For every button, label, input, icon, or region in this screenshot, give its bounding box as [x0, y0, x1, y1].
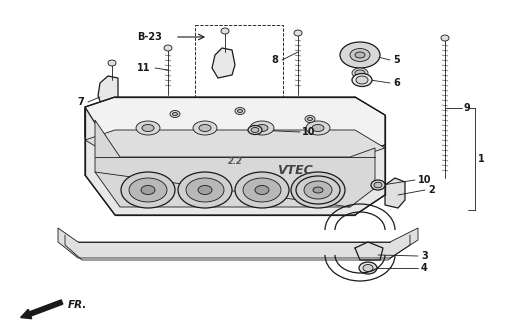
Ellipse shape [307, 117, 312, 121]
Ellipse shape [250, 121, 274, 135]
Ellipse shape [305, 116, 315, 123]
Ellipse shape [359, 262, 377, 274]
Ellipse shape [248, 125, 262, 134]
Ellipse shape [255, 186, 269, 195]
FancyArrow shape [21, 300, 63, 319]
Ellipse shape [441, 35, 449, 41]
Ellipse shape [164, 45, 172, 51]
Ellipse shape [129, 178, 167, 202]
Ellipse shape [352, 68, 368, 78]
Ellipse shape [374, 182, 382, 188]
Ellipse shape [312, 124, 324, 132]
Text: 1: 1 [478, 154, 485, 164]
Ellipse shape [313, 187, 323, 193]
Ellipse shape [296, 176, 340, 204]
Text: 3: 3 [421, 251, 428, 261]
Text: 7: 7 [77, 97, 84, 107]
Text: 5: 5 [393, 55, 400, 65]
Text: 11: 11 [137, 63, 150, 73]
Ellipse shape [141, 186, 155, 195]
Bar [195, 25, 283, 105]
Text: B-23: B-23 [137, 32, 162, 42]
Polygon shape [385, 178, 405, 208]
Ellipse shape [291, 172, 345, 208]
Text: 6: 6 [393, 78, 400, 88]
Text: 8: 8 [271, 55, 278, 65]
Ellipse shape [170, 110, 180, 117]
Ellipse shape [352, 74, 372, 86]
Text: 9: 9 [464, 103, 471, 113]
Polygon shape [58, 228, 418, 258]
Ellipse shape [299, 178, 337, 202]
Text: 4: 4 [421, 263, 428, 273]
Text: VTEC: VTEC [277, 164, 313, 177]
Ellipse shape [243, 178, 281, 202]
Text: 2: 2 [428, 185, 435, 195]
Text: 10: 10 [302, 127, 315, 137]
Polygon shape [95, 120, 375, 207]
Polygon shape [85, 97, 385, 155]
Ellipse shape [186, 178, 224, 202]
Ellipse shape [251, 127, 259, 132]
Ellipse shape [304, 181, 332, 199]
Ellipse shape [108, 60, 116, 66]
Ellipse shape [355, 52, 365, 58]
Ellipse shape [136, 121, 160, 135]
Ellipse shape [350, 49, 370, 61]
Polygon shape [85, 130, 385, 158]
Text: 2.2: 2.2 [228, 157, 242, 166]
Ellipse shape [311, 186, 325, 195]
Ellipse shape [121, 172, 175, 208]
Ellipse shape [235, 108, 245, 115]
Ellipse shape [340, 42, 380, 68]
Text: FR.: FR. [68, 300, 87, 310]
Ellipse shape [235, 172, 289, 208]
Ellipse shape [142, 124, 154, 132]
Ellipse shape [199, 124, 211, 132]
Ellipse shape [221, 28, 229, 34]
Ellipse shape [371, 180, 385, 190]
Polygon shape [98, 76, 118, 108]
Ellipse shape [173, 113, 177, 116]
Polygon shape [85, 107, 385, 215]
Ellipse shape [355, 70, 365, 76]
Ellipse shape [306, 121, 330, 135]
Ellipse shape [294, 30, 302, 36]
Polygon shape [212, 48, 235, 78]
Ellipse shape [238, 109, 242, 113]
Ellipse shape [193, 121, 217, 135]
Ellipse shape [363, 265, 373, 271]
Ellipse shape [178, 172, 232, 208]
Ellipse shape [356, 76, 368, 84]
Ellipse shape [198, 186, 212, 195]
Ellipse shape [256, 124, 268, 132]
Text: 10: 10 [418, 175, 431, 185]
